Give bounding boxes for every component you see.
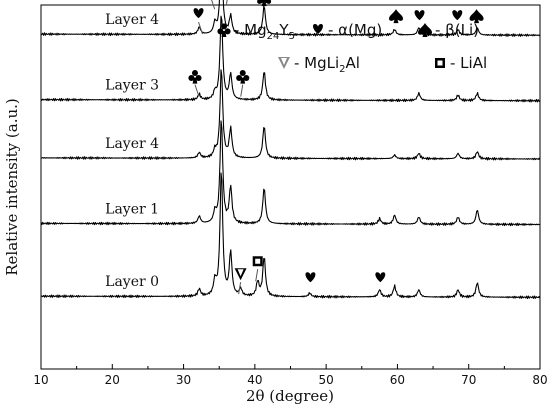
series-label: Layer 0 [105,274,159,290]
square-loop-legend-icon [435,58,445,68]
spade-marker [389,9,404,24]
legend-entry: - Mg24Y5 [234,21,295,42]
series-label: Layer 3 [105,78,159,94]
club-marker [188,70,202,84]
x-axis-title: 2θ (degree) [246,387,334,405]
square-loop-marker [252,256,263,267]
series-label: Layer 4 [105,136,159,152]
peak-markers [188,0,484,295]
heart-marker [414,10,425,21]
club-marker [236,70,250,84]
heart-marker [375,272,386,283]
traces [40,0,541,300]
x-tick-label: 10 [33,373,48,387]
marker-arrow [198,21,204,35]
series-label: Layer 1 [105,201,159,217]
legend-entry: - LiAl [450,54,487,72]
marker-arrow [240,84,244,97]
y-axis-title: Relative intensity (a.u.) [3,98,21,276]
series-trace [40,15,541,103]
arrowhead-marker [234,268,247,281]
marker-arrow [238,282,242,295]
x-axis: 10 20 30 40 50 60 70 80 [33,364,548,387]
heart-marker [305,272,316,283]
heart-legend-icon [313,24,323,34]
heart-marker [452,10,463,21]
marker-arrow [211,0,216,10]
x-tick-label: 60 [390,373,405,387]
marker-arrow [194,84,200,97]
series-label: Layer 4 [105,12,159,28]
x-tick-label: 40 [247,373,262,387]
marker-arrow [255,269,259,282]
series-trace [40,120,541,227]
x-tick-label: 50 [319,373,334,387]
x-tick-label: 30 [176,373,191,387]
x-tick-label: 70 [461,373,476,387]
legend: - Mg24Y5 - α(Mg) - β(Li) - MgLi2Al - LiA… [217,21,487,75]
x-tick-label: 20 [105,373,120,387]
series-trace [40,0,541,37]
arrowhead-legend-icon [278,57,290,69]
legend-entry: - MgLi2Al [294,54,360,75]
series-trace [40,69,541,161]
marker-arrow [225,0,228,5]
layer-labels: Layer 4 Layer 3 Layer 4 Layer 1 Layer 0 [105,12,159,290]
series-trace [40,172,541,300]
x-tick-label: 80 [532,373,547,387]
heart-marker [193,8,204,19]
